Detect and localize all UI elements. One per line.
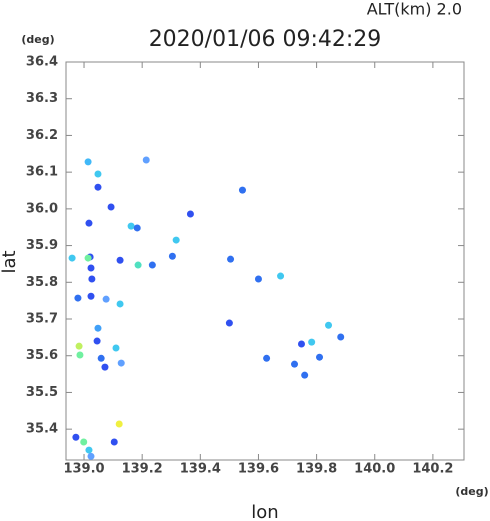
y-tick-label: 35.9 xyxy=(26,238,58,253)
echo-point xyxy=(87,292,95,300)
echo-point xyxy=(88,275,96,283)
y-tick-label: 35.5 xyxy=(26,385,58,400)
echo-point xyxy=(110,438,118,446)
y-tick-label: 36.4 xyxy=(26,55,58,70)
echo-point xyxy=(101,363,109,371)
echo-point xyxy=(94,170,102,178)
echo-point xyxy=(134,261,142,269)
echo-point xyxy=(87,452,95,460)
echo-point xyxy=(263,354,271,362)
echo-point xyxy=(94,183,102,191)
echo-point xyxy=(337,333,345,341)
echo-point xyxy=(225,319,233,327)
echo-point xyxy=(172,236,180,244)
x-tick-label: 139.0 xyxy=(63,462,104,477)
y-tick-label: 36.1 xyxy=(26,165,58,180)
y-tick-label: 35.6 xyxy=(26,348,58,363)
echo-point xyxy=(94,324,102,332)
chart-title: 2020/01/06 09:42:29 xyxy=(149,27,382,52)
echo-point xyxy=(117,359,125,367)
echo-point xyxy=(112,344,120,352)
echo-point xyxy=(127,222,135,230)
echo-point xyxy=(76,351,84,359)
y-tick-label: 35.8 xyxy=(26,275,58,290)
echo-point xyxy=(85,219,93,227)
echo-point xyxy=(93,337,101,345)
altitude-label: ALT(km) 2.0 xyxy=(367,0,462,19)
echo-point xyxy=(102,295,110,303)
echo-point xyxy=(325,321,333,329)
echo-point xyxy=(84,158,92,166)
y-tick-label: 35.7 xyxy=(26,312,58,327)
echo-point xyxy=(186,210,194,218)
echo-point xyxy=(254,275,262,283)
echo-point xyxy=(301,371,309,379)
y-axis-label: lat xyxy=(0,250,20,273)
echo-point xyxy=(308,338,316,346)
echo-point xyxy=(85,446,93,454)
x-tick-label: 139.6 xyxy=(238,462,279,477)
echo-point xyxy=(72,433,80,441)
echo-point xyxy=(148,261,156,269)
y-unit: (deg) xyxy=(21,33,54,46)
echo-point xyxy=(116,256,124,264)
x-tick-label: 139.8 xyxy=(296,462,337,477)
x-tick-label: 139.4 xyxy=(180,462,221,477)
y-tick-label: 35.4 xyxy=(26,422,58,437)
x-axis-label: lon xyxy=(251,502,278,521)
echo-point xyxy=(238,186,246,194)
x-unit: (deg) xyxy=(455,485,488,498)
echo-point xyxy=(97,354,105,362)
x-tick-label: 139.2 xyxy=(122,462,163,477)
echo-point xyxy=(291,360,299,368)
y-tick-label: 36.0 xyxy=(26,201,58,216)
echo-point xyxy=(115,420,123,428)
echo-point xyxy=(75,342,83,350)
echo-point xyxy=(133,224,141,232)
plot-frame xyxy=(65,61,465,461)
x-tick-label: 140.2 xyxy=(412,462,453,477)
echo-point xyxy=(168,252,176,260)
y-tick-label: 36.3 xyxy=(26,91,58,106)
echo-point xyxy=(142,156,150,164)
echo-point xyxy=(227,255,235,263)
echo-point xyxy=(116,300,124,308)
echo-point xyxy=(84,254,92,262)
echo-point xyxy=(68,254,76,262)
y-tick-label: 36.2 xyxy=(26,128,58,143)
echo-point xyxy=(74,294,82,302)
echo-point xyxy=(107,203,115,211)
echo-point xyxy=(277,272,285,280)
x-tick-label: 140.0 xyxy=(354,462,395,477)
echo-point xyxy=(316,353,324,361)
echo-point xyxy=(87,264,95,272)
echo-point xyxy=(80,438,88,446)
echo-point xyxy=(297,340,305,348)
